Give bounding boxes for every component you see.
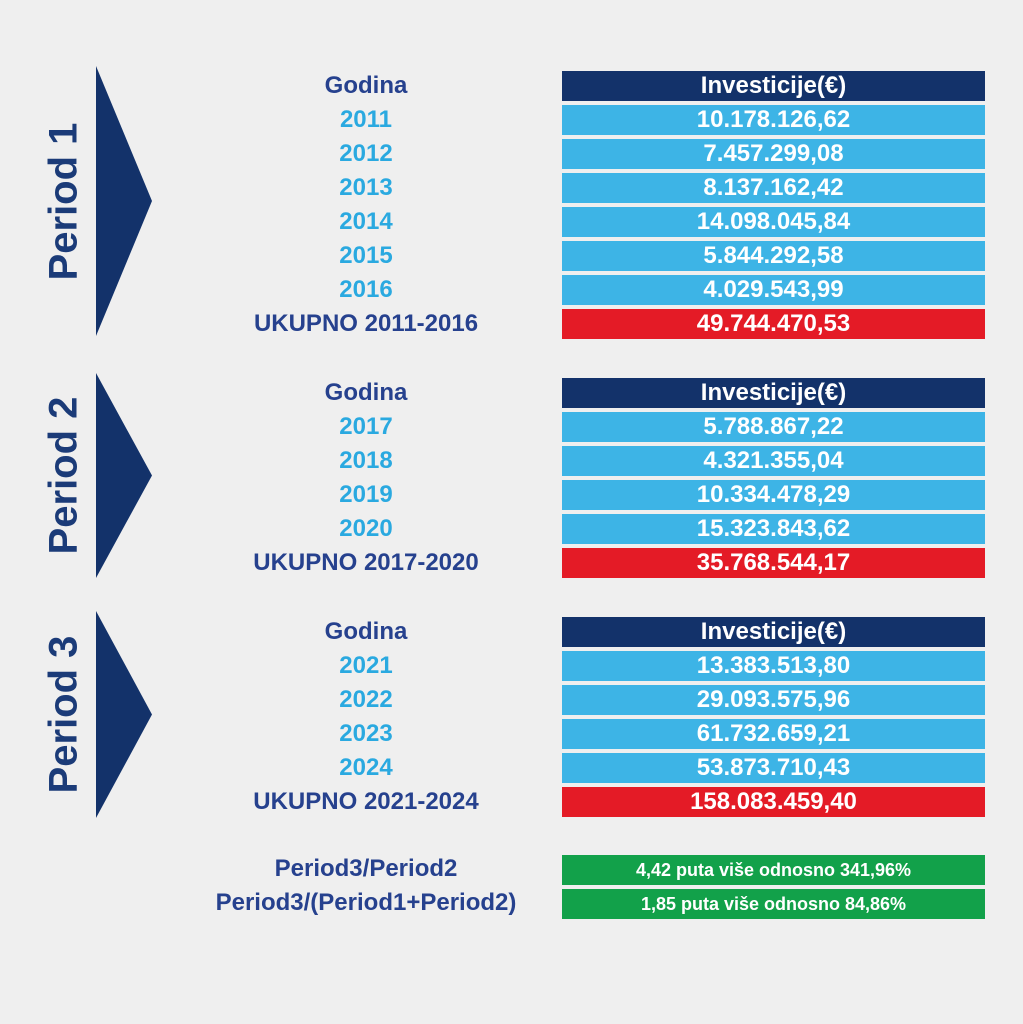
year-label: 2017 [339,413,393,440]
chevron-right-icon [96,66,152,336]
year-label: 2022 [339,686,393,713]
investment-value-cell: 10.178.126,62 [562,105,985,135]
period-label-text: Period 1 [41,122,86,280]
year-label: 2016 [339,276,393,303]
value-column-header: Investicije(€) [562,617,985,647]
investment-value-cell: 61.732.659,21 [562,719,985,749]
chevron-right-icon [96,373,152,578]
year-column-header: Godina [324,618,408,645]
year-label: 2020 [339,515,393,542]
year-label: 2021 [339,652,393,679]
period-label-text: Period 2 [41,396,86,555]
investment-value-cell: 5.844.292,58 [562,241,985,271]
year-label: 2014 [339,208,393,235]
total-value-cell: 49.744.470,53 [562,309,985,339]
total-label: UKUPNO 2021-2024 [253,788,479,815]
investment-value-cell: 4.029.543,99 [562,275,985,305]
year-label: 2015 [339,242,393,269]
period-label-text: Period 3 [41,635,86,794]
value-column-header: Investicije(€) [562,71,985,101]
year-label: 2013 [339,174,393,201]
total-value-cell: 35.768.544,17 [562,548,985,578]
investment-value-cell: 13.383.513,80 [562,651,985,681]
investment-value-cell: 15.323.843,62 [562,514,985,544]
chevron-right-icon [96,611,152,818]
year-label: 2011 [339,106,393,133]
investment-value-cell: 7.457.299,08 [562,139,985,169]
investment-value-cell: 8.137.162,42 [562,173,985,203]
investment-value-cell: 4.321.355,04 [562,446,985,476]
comparison-label: Period3/Period2 [274,855,458,882]
total-value-cell: 158.083.459,40 [562,787,985,817]
comparison-label: Period3/(Period1+Period2) [215,889,517,916]
investment-value-cell: 5.788.867,22 [562,412,985,442]
investment-value-cell: 10.334.478,29 [562,480,985,510]
total-label: UKUPNO 2011-2016 [253,310,479,337]
year-column-header: Godina [324,72,408,99]
year-label: 2018 [339,447,393,474]
investment-value-cell: 29.093.575,96 [562,685,985,715]
year-label: 2012 [339,140,393,167]
value-column-header: Investicije(€) [562,378,985,408]
year-label: 2019 [339,481,393,508]
year-label: 2024 [339,754,393,781]
investment-value-cell: 53.873.710,43 [562,753,985,783]
total-label: UKUPNO 2017-2020 [253,549,479,576]
year-column-header: Godina [324,379,408,406]
comparison-value-cell: 4,42 puta više odnosno 341,96% [562,855,985,885]
comparison-value-cell: 1,85 puta više odnosno 84,86% [562,889,985,919]
year-label: 2023 [339,720,393,747]
investment-value-cell: 14.098.045,84 [562,207,985,237]
